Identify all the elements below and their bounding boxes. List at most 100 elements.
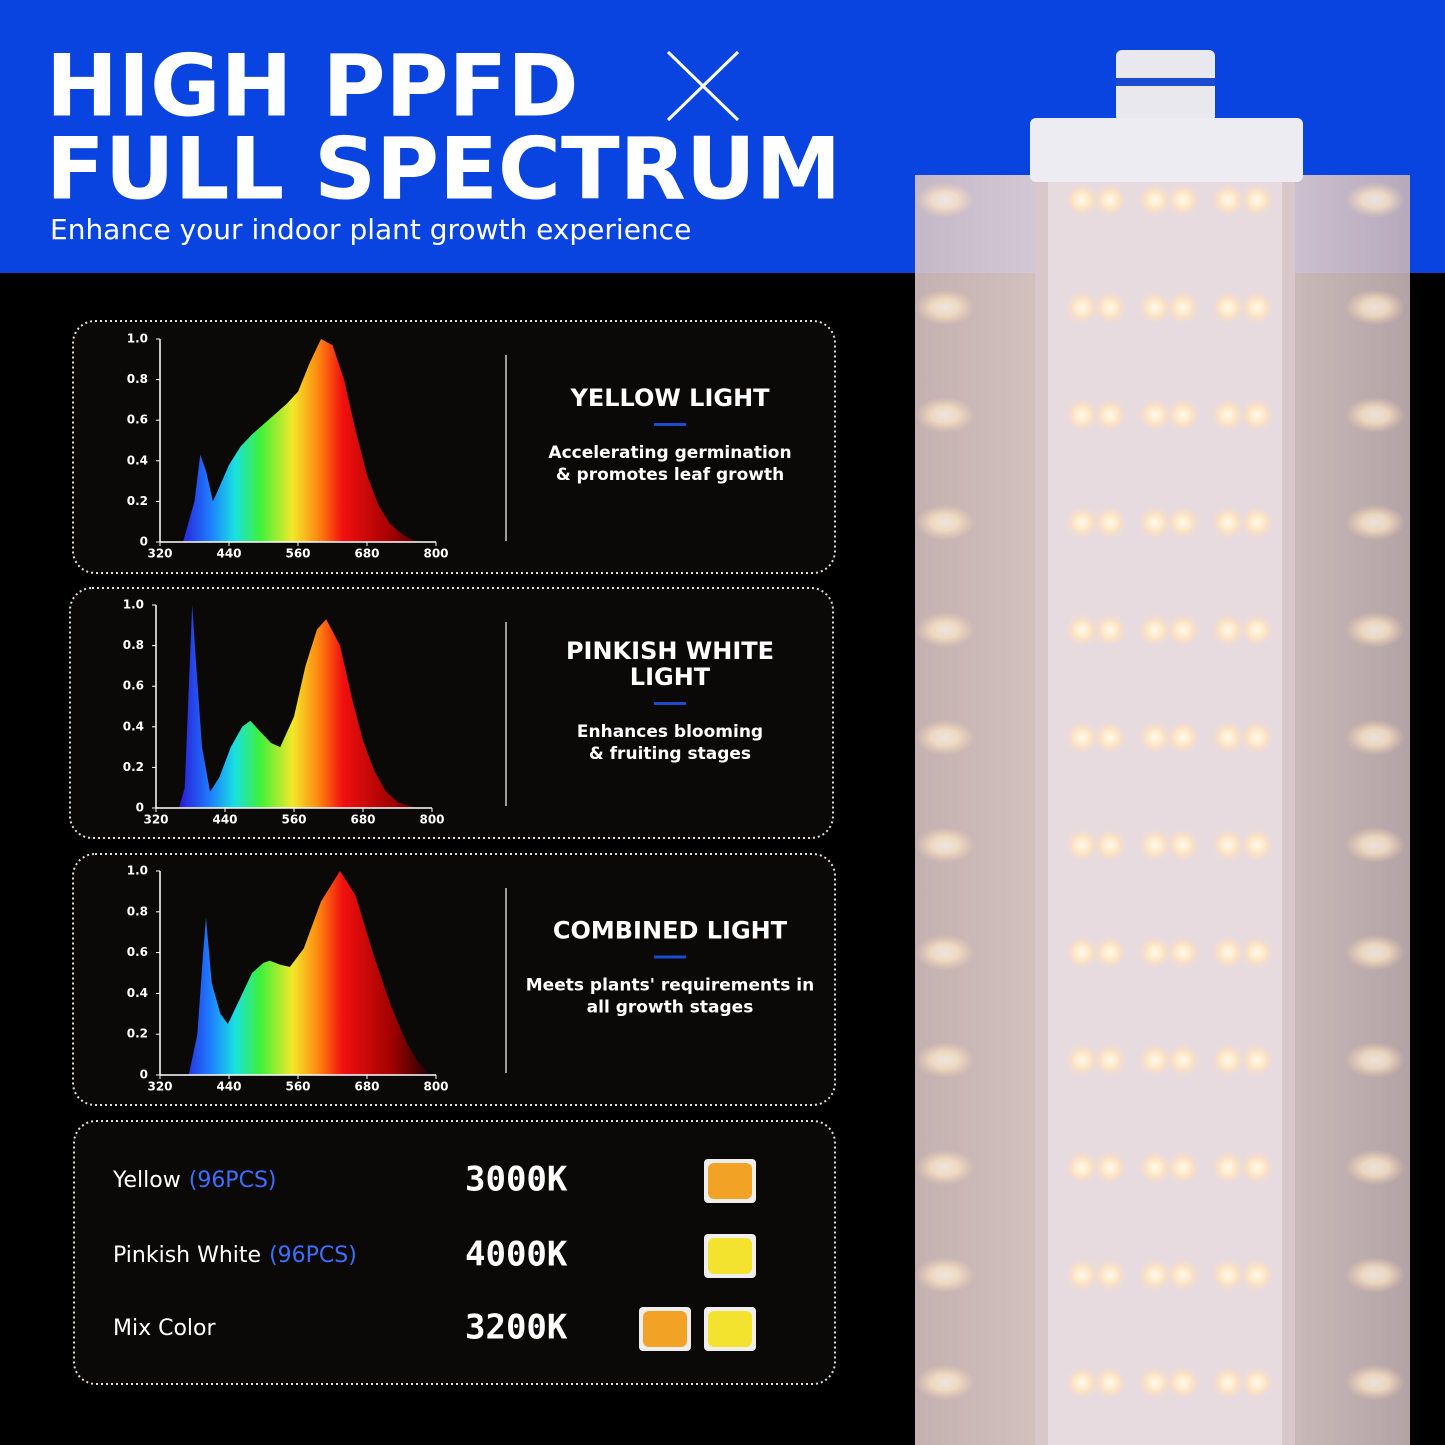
y-tick-label: 1.0 <box>127 864 148 878</box>
x-tick-label: 440 <box>216 1080 241 1094</box>
led-glow <box>1345 504 1405 541</box>
x-tick-label: 800 <box>423 547 448 561</box>
spectrum-area <box>188 871 431 1075</box>
spec-name: Pinkish White <box>113 1243 261 1268</box>
led <box>1066 184 1098 216</box>
accent <box>654 423 686 426</box>
led <box>1094 1044 1126 1076</box>
x-tick-label: 560 <box>281 813 306 827</box>
led-glow <box>915 1364 975 1401</box>
led <box>1212 1151 1244 1184</box>
led <box>1066 614 1098 646</box>
led-glow <box>1345 1257 1405 1293</box>
x-tick-label: 680 <box>354 1080 379 1094</box>
led <box>1212 184 1244 216</box>
led-glow <box>1345 1364 1405 1401</box>
spec-name: Mix Color <box>113 1316 217 1341</box>
accent <box>654 702 686 705</box>
y-tick-label: 0.2 <box>127 494 148 508</box>
led-glow <box>1345 719 1405 756</box>
x-tick-label: 680 <box>350 813 375 827</box>
y-tick-label: 1.0 <box>127 332 148 346</box>
led <box>1066 829 1098 861</box>
panel-title: PINKISH WHITE <box>566 637 774 665</box>
x-tick-label: 560 <box>285 547 310 561</box>
led <box>1066 721 1098 754</box>
x-tick-label: 320 <box>147 1080 172 1094</box>
led <box>1241 936 1273 969</box>
led <box>1167 721 1199 754</box>
led <box>1241 1259 1273 1291</box>
led-chip-face <box>708 1238 752 1274</box>
y-tick-label: 0 <box>140 1068 148 1082</box>
led <box>1212 506 1244 539</box>
led <box>1094 721 1126 754</box>
led <box>1212 1044 1244 1076</box>
led <box>1167 1366 1199 1399</box>
led <box>1139 936 1171 969</box>
subtitle: Enhance your indoor plant growth experie… <box>50 213 691 246</box>
y-tick-label: 0.6 <box>123 679 144 693</box>
x-tick-label: 680 <box>354 547 379 561</box>
led <box>1094 291 1126 324</box>
title-line: HIGH PPFD <box>46 36 579 136</box>
led <box>1066 399 1098 431</box>
led-glow <box>1345 182 1405 218</box>
led <box>1066 1151 1098 1184</box>
led <box>1241 399 1273 431</box>
spectrum-area <box>179 605 421 808</box>
y-tick-label: 0 <box>136 801 144 815</box>
panel-text: Meets plants' requirements in <box>526 976 814 996</box>
panel-title: LIGHT <box>630 663 711 691</box>
led <box>1241 721 1273 754</box>
led <box>1241 506 1273 539</box>
y-tick-label: 0.2 <box>127 1027 148 1041</box>
led <box>1241 1366 1273 1399</box>
led-glow <box>915 719 975 756</box>
led <box>1167 1259 1199 1291</box>
y-tick-label: 0 <box>140 535 148 549</box>
led-glow <box>915 1149 975 1186</box>
led <box>1139 829 1171 861</box>
led-glow <box>915 504 975 541</box>
led <box>1212 829 1244 861</box>
spec-label: Pinkish White (96PCS) <box>113 1243 357 1268</box>
led <box>1094 1259 1126 1291</box>
led <box>1094 614 1126 646</box>
led <box>1167 936 1199 969</box>
led <box>1094 1151 1126 1184</box>
spec-name: Yellow <box>112 1168 181 1193</box>
panel-text: & promotes leaf growth <box>556 465 784 485</box>
panel-text: & fruiting stages <box>589 744 751 764</box>
panel-title: COMBINED LIGHT <box>553 917 788 945</box>
led <box>1167 506 1199 539</box>
led-glow <box>1345 1042 1405 1078</box>
x-tick-label: 320 <box>147 547 172 561</box>
led <box>1241 614 1273 646</box>
led-chip-face <box>708 1163 752 1199</box>
led <box>1139 291 1171 324</box>
led <box>1241 184 1273 216</box>
x-tick-label: 440 <box>216 547 241 561</box>
led-glow <box>1345 397 1405 433</box>
led <box>1241 1151 1273 1184</box>
title-line: FULL SPECTRUM <box>46 119 841 219</box>
led-glow <box>915 1257 975 1293</box>
led <box>1066 936 1098 969</box>
led <box>1167 291 1199 324</box>
spec-count: (96PCS) <box>189 1168 277 1193</box>
led <box>1139 614 1171 646</box>
led <box>1241 1044 1273 1076</box>
led-chip-face <box>643 1311 687 1347</box>
y-tick-label: 0.6 <box>127 413 148 427</box>
y-tick-label: 0.8 <box>123 638 144 652</box>
panel-title: YELLOW LIGHT <box>569 384 770 412</box>
panel-text: Enhances blooming <box>577 722 763 742</box>
x-tick-label: 560 <box>285 1080 310 1094</box>
led <box>1139 1259 1171 1291</box>
led <box>1066 506 1098 539</box>
led-glow <box>1345 1149 1405 1186</box>
led <box>1066 1044 1098 1076</box>
spec-count: (96PCS) <box>269 1243 357 1268</box>
